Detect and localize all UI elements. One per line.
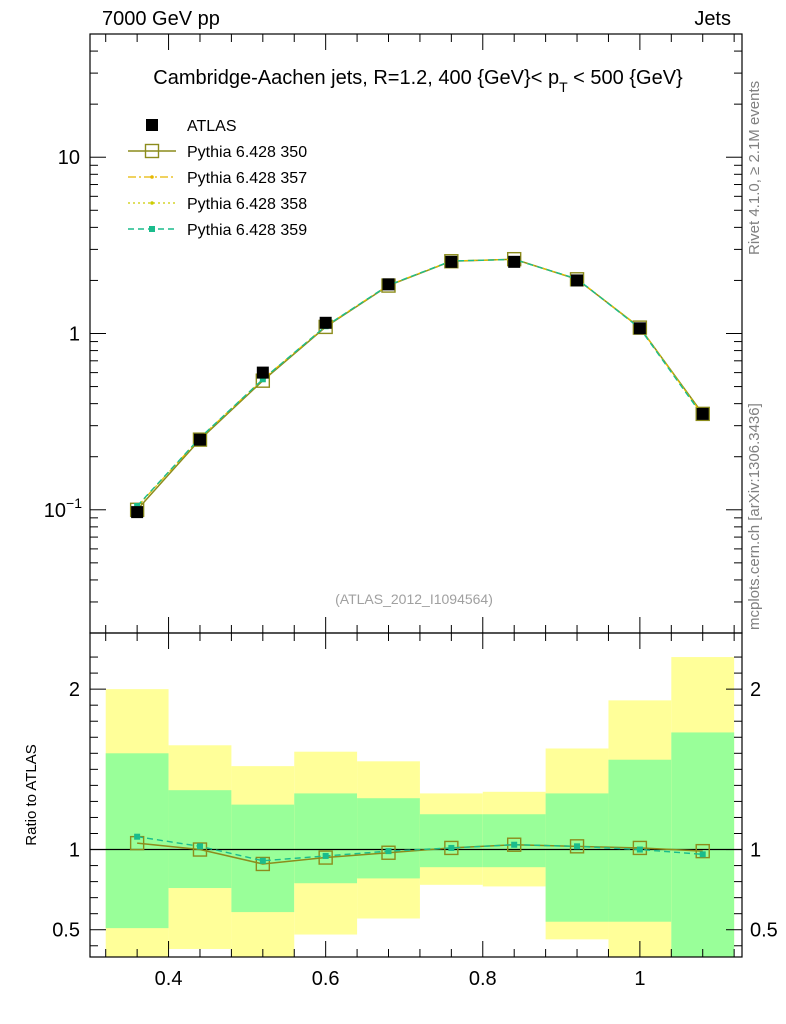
ratio-data-point <box>318 850 333 865</box>
legend-marker <box>150 201 154 205</box>
atlas-data-point <box>633 322 646 335</box>
atlas-data-point <box>193 433 206 446</box>
ratio-y-axis-label: Ratio to ATLAS <box>23 744 40 845</box>
atlas-data-point <box>319 316 332 329</box>
data-point <box>695 406 710 422</box>
ratio-series-line <box>137 836 703 862</box>
data-point <box>192 432 208 447</box>
plot-title: Cambridge-Aachen jets, R=1.2, 400 {GeV}<… <box>153 67 683 95</box>
series-line <box>136 258 704 508</box>
atlas-data-point <box>131 506 144 519</box>
ratio-series-line <box>137 842 703 865</box>
y-tick-label: 1 <box>69 324 80 346</box>
x-tick-label: 0.6 <box>312 968 340 990</box>
uncertainty-band-inner <box>168 790 232 889</box>
uncertainty-band-inner <box>608 759 672 922</box>
atlas-data-point <box>508 255 521 268</box>
atlas-data-point <box>445 255 458 268</box>
ratio-data-point <box>134 833 141 840</box>
legend-label: Pythia 6.428 350 <box>187 144 307 161</box>
ratio-data-point <box>636 846 643 853</box>
x-tick-label: 0.4 <box>155 968 183 990</box>
series-line <box>136 258 704 508</box>
ratio-data-point <box>192 842 208 857</box>
ratio-plot-frame <box>89 632 743 958</box>
ratio-data-point <box>385 848 392 855</box>
category-label: Jets <box>694 8 731 30</box>
y-tick-label: 10−1 <box>44 495 82 522</box>
uncertainty-band-inner <box>482 814 546 868</box>
ratio-y-tick-label: 1 <box>69 840 80 862</box>
ratio-data-point <box>322 852 329 859</box>
x-tick-label: 1 <box>634 968 645 990</box>
ratio-data-point <box>574 843 581 850</box>
ratio-data-point <box>196 843 203 850</box>
atlas-data-point <box>571 274 584 287</box>
ratio-data-point <box>259 857 266 864</box>
data-point <box>134 503 141 510</box>
x-tick-label: 0.8 <box>469 968 497 990</box>
uncertainty-band-inner <box>419 814 483 868</box>
ratio-data-point <box>381 845 396 860</box>
series-line <box>136 258 704 511</box>
legend-label: Pythia 6.428 359 <box>187 222 307 239</box>
ratio-y-tick-label-right: 0.5 <box>750 920 778 942</box>
uncertainty-band-inner <box>357 798 420 879</box>
series-line <box>136 258 704 507</box>
legend-marker <box>150 175 154 179</box>
ratio-y-tick-label-right: 2 <box>750 679 761 701</box>
uncertainty-band-inner <box>545 793 609 922</box>
y-tick-label: 10 <box>58 147 80 169</box>
data-point <box>259 376 266 383</box>
ratio-data-point <box>448 844 455 851</box>
legend-label: Pythia 6.428 358 <box>187 196 307 213</box>
uncertainty-band-inner <box>105 753 169 929</box>
atlas-data-point <box>696 407 709 420</box>
ratio-data-point <box>632 840 648 856</box>
legend-label: Pythia 6.428 357 <box>187 170 307 187</box>
legend-marker <box>149 226 155 232</box>
ratio-y-tick-label: 0.5 <box>52 920 80 942</box>
uncertainty-band-inner <box>294 793 358 884</box>
analysis-id-watermark: (ATLAS_2012_I1094564) <box>335 591 493 607</box>
ratio-data-point <box>255 856 271 872</box>
ratio-y-tick-label-right: 1 <box>750 840 761 862</box>
atlas-data-point <box>382 278 395 291</box>
energy-label: 7000 GeV pp <box>102 8 220 30</box>
ratio-data-point <box>569 839 585 854</box>
ratio-data-point <box>695 843 710 859</box>
ratio-data-point <box>511 841 518 848</box>
legend-marker <box>146 119 158 131</box>
legend-label: ATLAS <box>187 118 237 135</box>
legend-marker <box>144 143 160 159</box>
ratio-data-point <box>699 851 706 858</box>
ratio-y-tick-label: 2 <box>69 679 80 701</box>
atlas-data-point <box>256 366 269 379</box>
